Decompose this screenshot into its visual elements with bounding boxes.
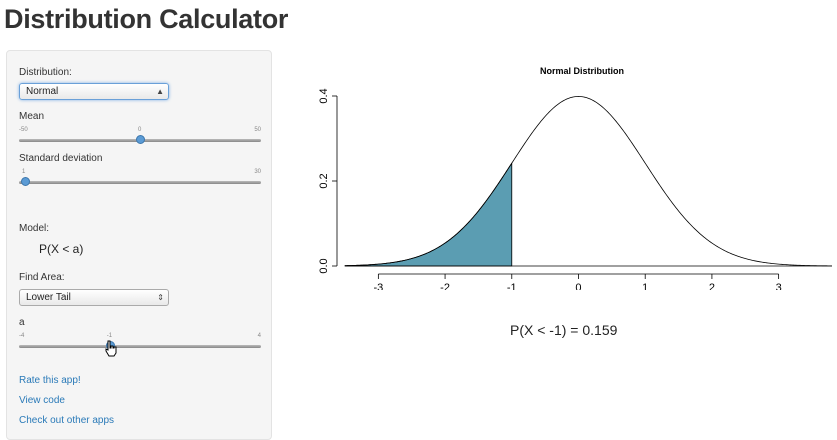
y-axis: 0.0 0.2 0.4	[318, 88, 338, 274]
distribution-select[interactable]: Normal ▲	[19, 83, 169, 100]
x-tick-label: 2	[709, 282, 715, 290]
sd-slider[interactable]: 1 30	[19, 169, 261, 191]
a-label: a	[19, 317, 25, 328]
mean-slider-handle[interactable]	[136, 135, 145, 144]
mean-slider-max: 50	[254, 127, 261, 133]
probability-result: P(X < -1) = 0.159	[510, 322, 618, 338]
find-area-select[interactable]: Lower Tail ⇕	[19, 289, 169, 306]
distribution-label: Distribution:	[19, 67, 72, 78]
model-formula: P(X < a)	[39, 242, 84, 256]
sd-slider-min: 1	[22, 169, 26, 175]
x-tick-label: -2	[440, 282, 450, 290]
find-area-select-value: Lower Tail	[26, 292, 71, 303]
shaded-area	[344, 162, 513, 267]
rate-app-link[interactable]: Rate this app!	[19, 375, 81, 386]
a-slider-min: -4	[19, 333, 25, 339]
distribution-plot: Normal Distribution -3 -2 -1 0 1 2 3 0.0 0.2 0.4	[318, 66, 833, 290]
a-slider-max: 4	[257, 333, 261, 339]
a-slider-value: -1	[106, 333, 113, 339]
x-tick-label: 0	[575, 282, 581, 290]
plot-area	[344, 96, 833, 267]
other-apps-link[interactable]: Check out other apps	[19, 415, 115, 426]
mean-slider-value: 0	[138, 127, 142, 133]
sd-label: Standard deviation	[19, 153, 103, 164]
sd-slider-handle[interactable]	[21, 177, 30, 186]
y-tick-label: 0.0	[318, 258, 330, 273]
mean-slider[interactable]: -50 0 50	[19, 127, 261, 149]
model-label: Model:	[19, 223, 50, 234]
mean-label: Mean	[19, 111, 45, 122]
sd-slider-track[interactable]	[19, 181, 261, 184]
x-tick-label: 1	[642, 282, 648, 290]
hand-cursor-icon	[105, 340, 117, 357]
sd-slider-max: 30	[254, 169, 261, 175]
a-slider[interactable]: -4 -1 4	[19, 333, 261, 355]
page-title: Distribution Calculator	[4, 4, 289, 34]
select-arrows-icon: ⇕	[157, 293, 164, 302]
view-code-link[interactable]: View code	[19, 395, 65, 406]
density-curve	[344, 96, 833, 267]
x-tick-label: 3	[776, 282, 782, 290]
find-area-label: Find Area:	[19, 272, 65, 283]
plot-title: Normal Distribution	[540, 66, 624, 76]
y-tick-label: 0.4	[318, 88, 330, 103]
a-slider-track[interactable]	[19, 345, 261, 348]
sidebar: Distribution: Normal ▲ Mean -50 0 50 Sta…	[6, 50, 272, 440]
x-tick-label: -1	[507, 282, 517, 290]
mean-slider-min: -50	[19, 127, 28, 133]
y-tick-label: 0.2	[318, 173, 330, 188]
distribution-select-value: Normal	[26, 86, 59, 97]
select-arrows-icon: ▲	[156, 87, 164, 96]
x-tick-label: -3	[373, 282, 383, 290]
x-axis: -3 -2 -1 0 1 2 3	[373, 273, 782, 290]
